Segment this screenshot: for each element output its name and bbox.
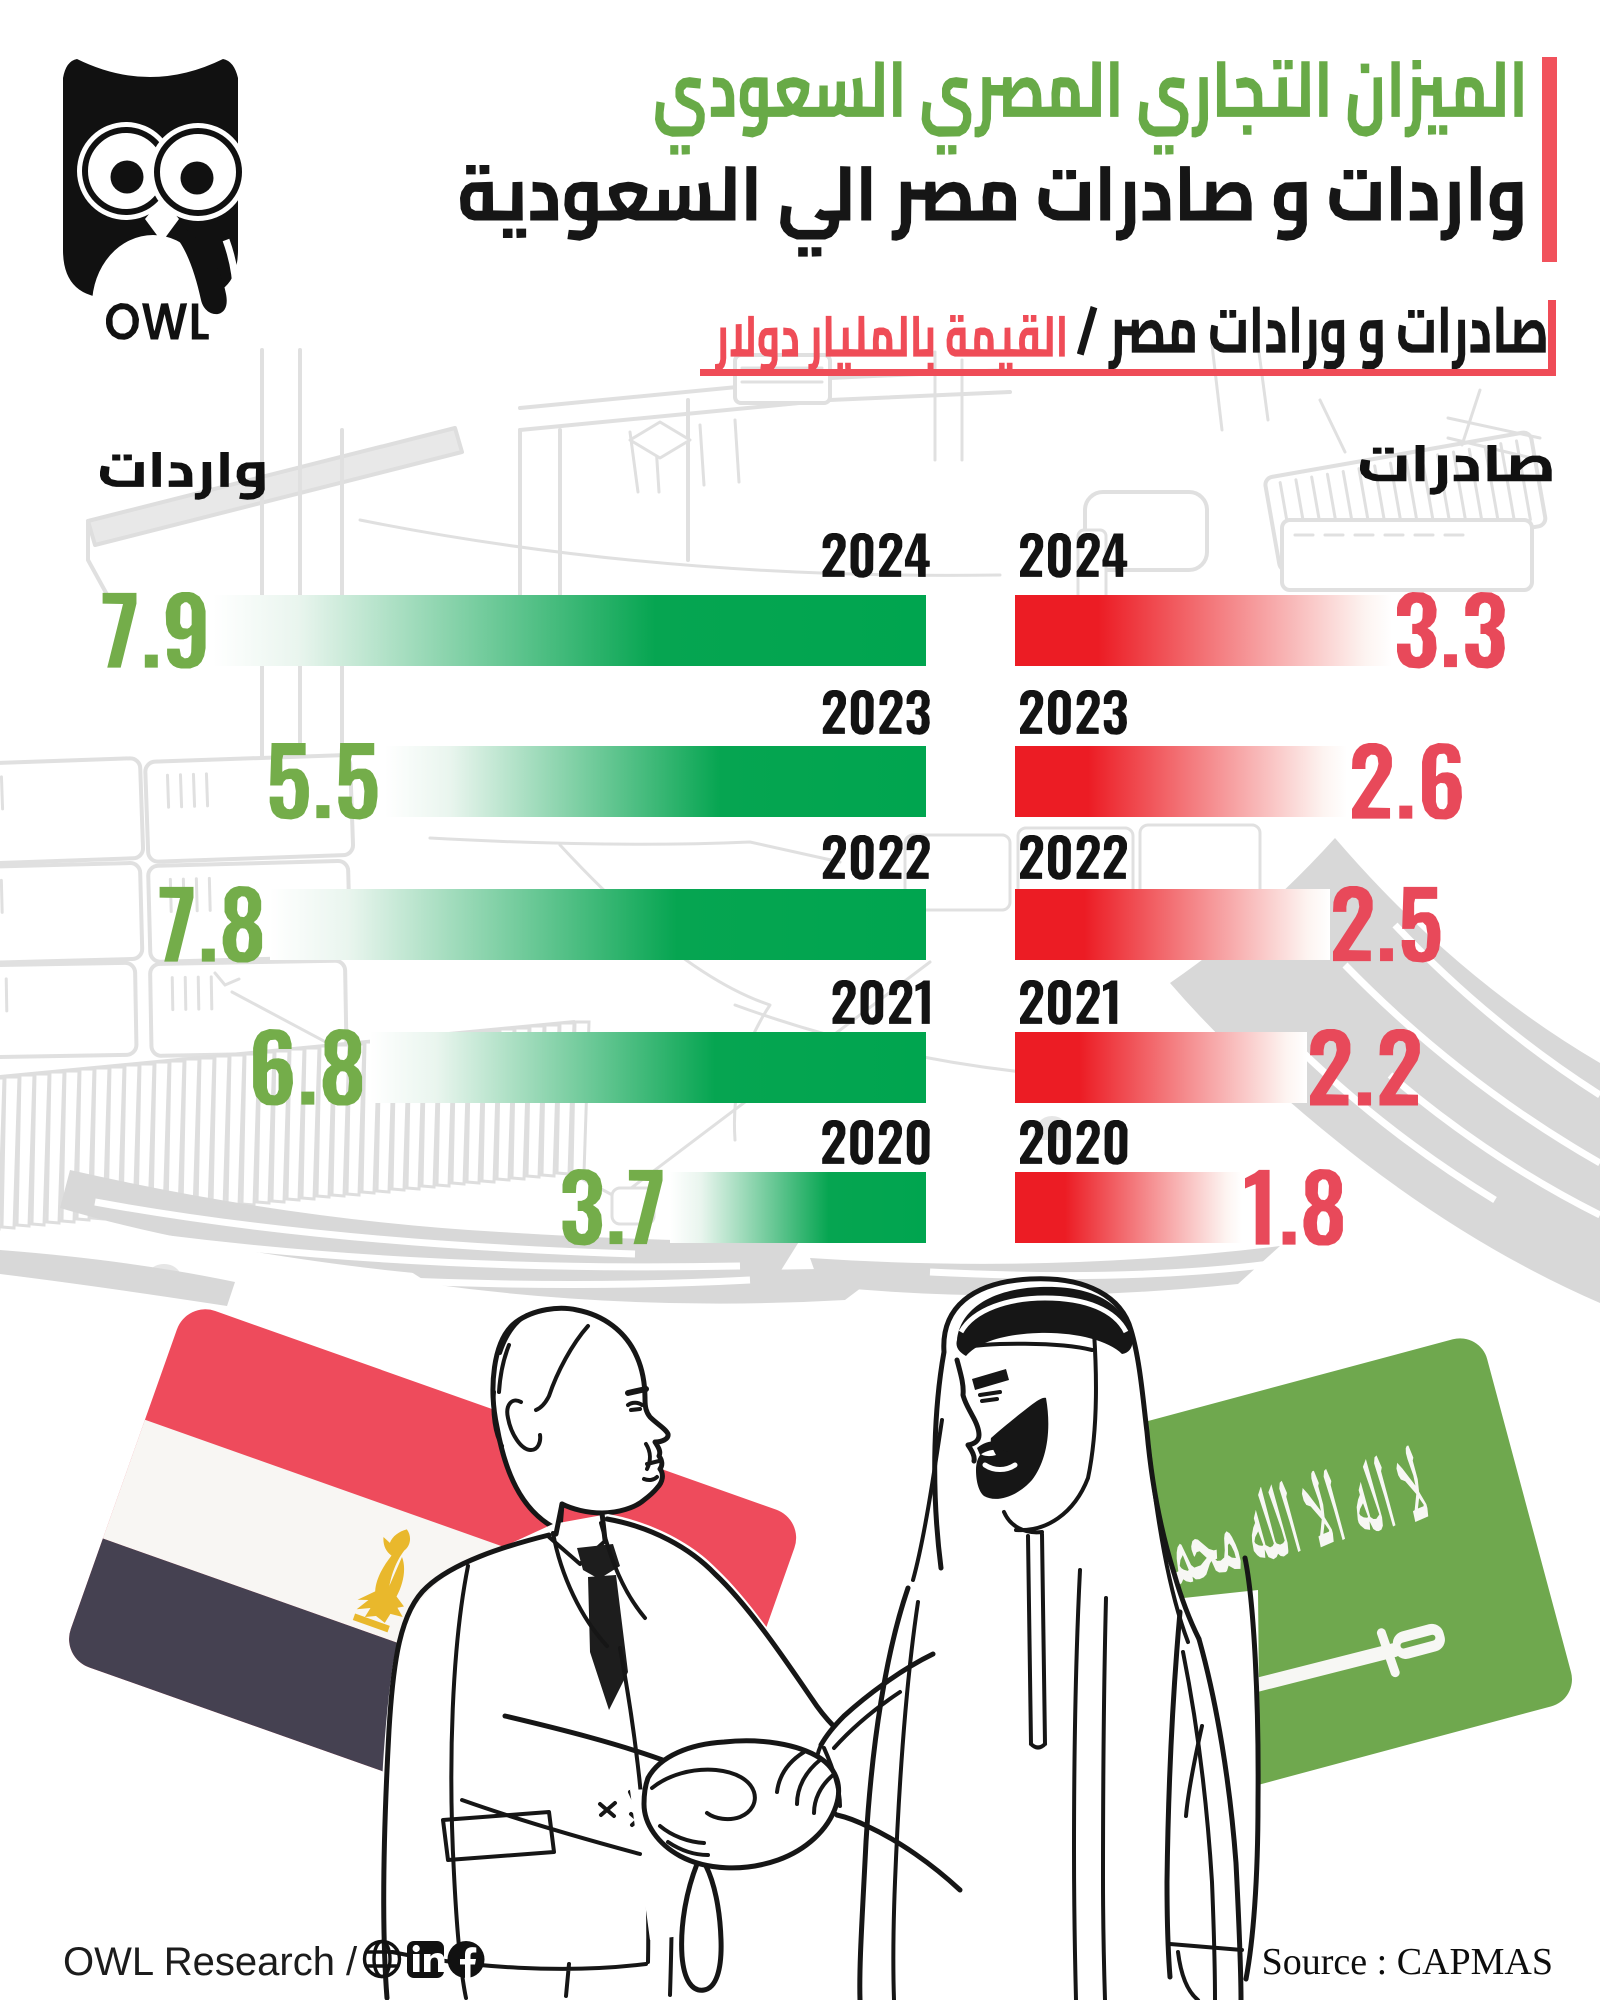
svg-text:Source : CAPMAS: Source : CAPMAS [1262,1941,1553,1983]
svg-text:OWL Research /: OWL Research / [63,1940,358,1984]
